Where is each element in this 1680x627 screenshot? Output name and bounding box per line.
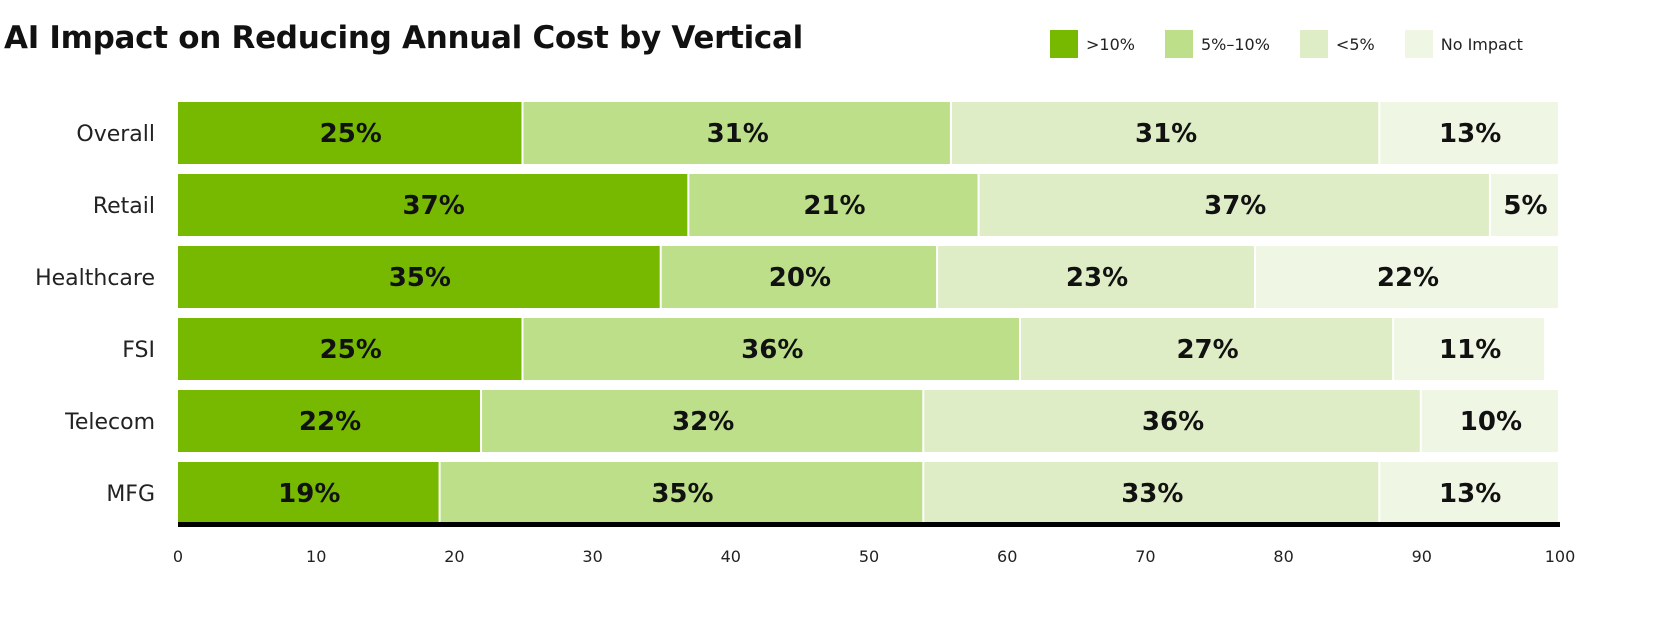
x-tick-label: 40: [721, 547, 741, 566]
data-label: 27%: [1176, 335, 1238, 365]
data-label: 31%: [707, 119, 769, 149]
bar-segment: [178, 102, 522, 164]
data-label: 10%: [1460, 407, 1522, 437]
legend-swatch: [1050, 30, 1078, 58]
legend-item: 5%–10%: [1164, 30, 1270, 58]
data-label: 22%: [299, 407, 361, 437]
data-label: 20%: [769, 263, 831, 293]
data-label: 11%: [1439, 335, 1501, 365]
data-label: 37%: [403, 191, 465, 221]
data-label: 25%: [320, 119, 382, 149]
bar-segment: [1380, 462, 1558, 524]
x-tick-label: 20: [444, 547, 464, 566]
data-label: 36%: [741, 335, 803, 365]
category-label: Retail: [93, 194, 155, 219]
data-label: 22%: [1377, 263, 1439, 293]
category-label: Overall: [76, 122, 155, 147]
bar-segment: [924, 390, 1420, 452]
x-tick-label: 0: [173, 547, 183, 566]
data-label: 23%: [1066, 263, 1128, 293]
legend-label: No Impact: [1440, 34, 1523, 54]
bar-segment: [689, 174, 978, 236]
bar-segment: [482, 390, 923, 452]
category-label: MFG: [106, 482, 155, 507]
bar-segment: [938, 246, 1254, 308]
data-label: 25%: [320, 335, 382, 365]
bar-segment: [440, 462, 923, 524]
legend-label: 5%–10%: [1200, 34, 1270, 54]
legend-swatch: [1299, 30, 1328, 58]
legend-item: >10%: [1050, 30, 1135, 58]
category-label: FSI: [122, 338, 155, 363]
bar-segment: [1021, 318, 1393, 380]
category-label: Healthcare: [35, 266, 155, 291]
bar-segment: [1490, 174, 1558, 236]
bar-segment: [1421, 390, 1558, 452]
data-label: 13%: [1439, 119, 1501, 149]
bar-segment: [979, 174, 1489, 236]
legend-label: >10%: [1086, 34, 1135, 54]
bar-segment: [1255, 246, 1558, 308]
category-label: Telecom: [64, 410, 155, 435]
data-label: 36%: [1142, 407, 1204, 437]
data-label: 37%: [1204, 191, 1266, 221]
x-tick-label: 80: [1273, 547, 1293, 566]
x-tick-label: 90: [1412, 547, 1432, 566]
bar-segment: [661, 246, 937, 308]
data-label: 31%: [1135, 119, 1197, 149]
data-label: 19%: [278, 479, 340, 509]
legend-label: <5%: [1335, 34, 1375, 54]
legend-item: No Impact: [1404, 30, 1523, 58]
bar-segment: [178, 318, 522, 380]
bar-segment: [178, 390, 481, 452]
x-tick-label: 50: [859, 547, 879, 566]
legend-swatch: [1164, 30, 1193, 58]
legend: >10% 5%–10% <5% No Impact: [1050, 30, 1553, 58]
bar-segment: [951, 102, 1379, 164]
legend-item: <5%: [1299, 30, 1375, 58]
legend-swatch: [1404, 30, 1433, 58]
data-label: 13%: [1439, 479, 1501, 509]
data-label: 5%: [1503, 191, 1547, 221]
bar-segment: [1394, 318, 1545, 380]
bar-segment: [523, 318, 1020, 380]
x-tick-label: 70: [1135, 547, 1155, 566]
chart-title: AI Impact on Reducing Annual Cost by Ver…: [4, 20, 803, 56]
x-tick-label: 100: [1545, 547, 1576, 566]
bar-segment: [924, 462, 1379, 524]
bar-segment: [1380, 102, 1558, 164]
data-label: 32%: [672, 407, 734, 437]
data-label: 21%: [803, 191, 865, 221]
x-tick-label: 30: [582, 547, 602, 566]
bar-segment: [178, 462, 439, 524]
x-tick-label: 60: [997, 547, 1017, 566]
bar-segment: [523, 102, 950, 164]
data-label: 35%: [651, 479, 713, 509]
data-label: 35%: [389, 263, 451, 293]
data-label: 33%: [1121, 479, 1183, 509]
x-tick-label: 10: [306, 547, 326, 566]
bar-segment: [178, 174, 688, 236]
x-axis-line: [178, 522, 1560, 527]
bar-segment: [178, 246, 660, 308]
